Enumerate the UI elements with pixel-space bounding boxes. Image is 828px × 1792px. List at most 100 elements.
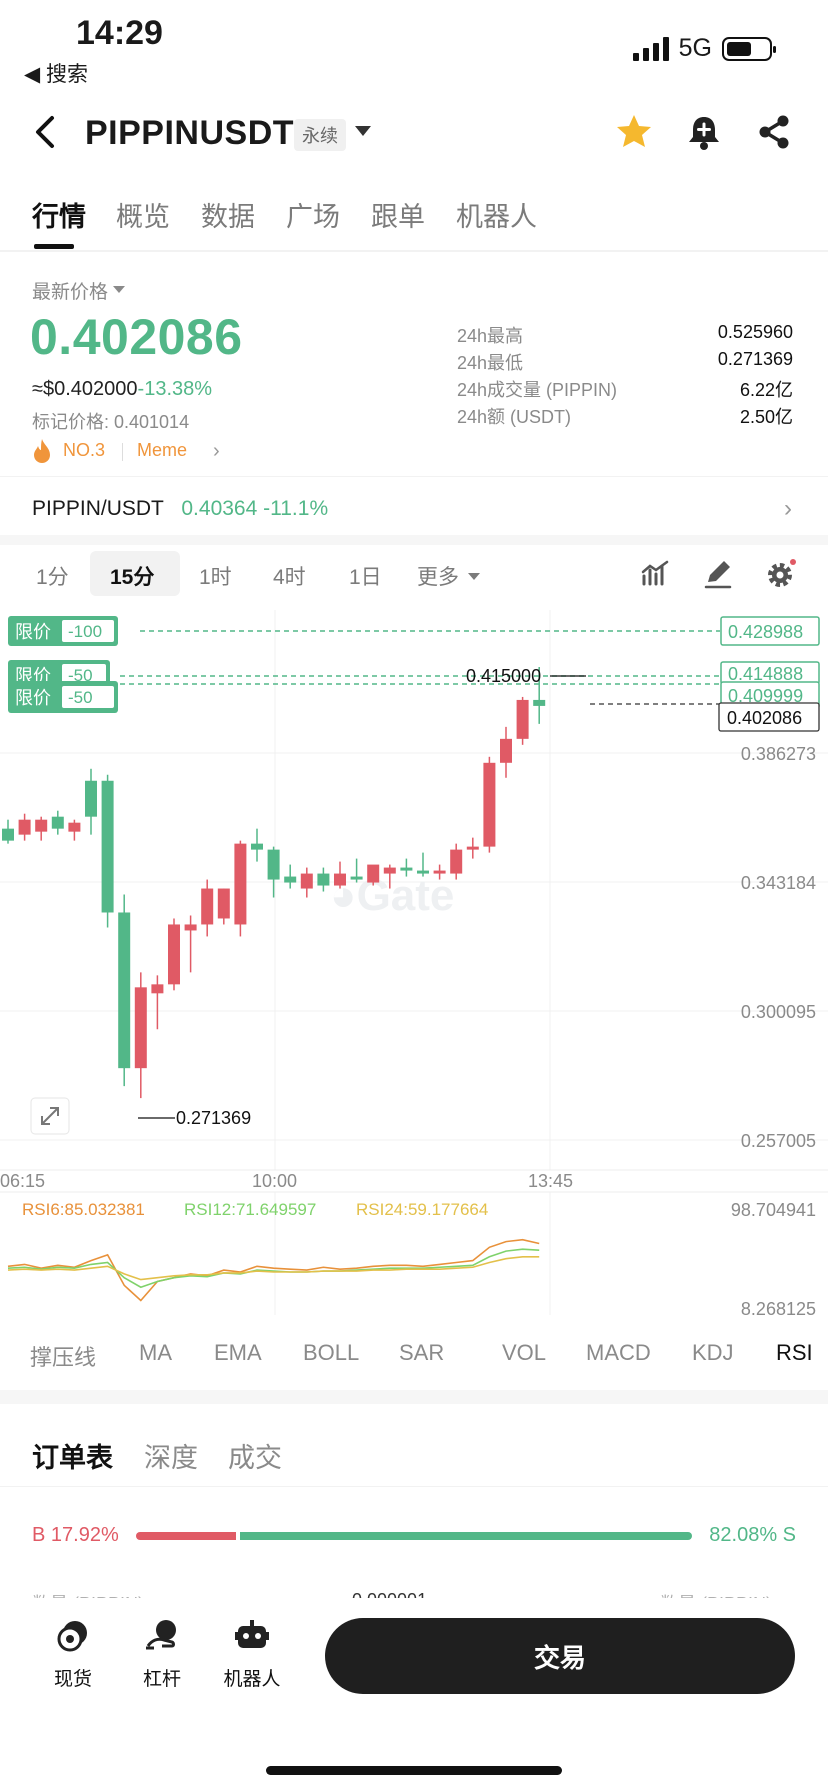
- tab-bots[interactable]: 机器人: [456, 202, 537, 232]
- indicator-support-resistance[interactable]: 撑压线: [30, 1345, 97, 1370]
- limit-order-tag[interactable]: 限价 -50: [8, 681, 118, 713]
- candle-body: [450, 849, 463, 874]
- indicator-rsi[interactable]: RSI: [776, 1340, 813, 1365]
- margin-coin-icon: [146, 1620, 176, 1650]
- tab-market[interactable]: 行情: [32, 202, 86, 232]
- nav-bots[interactable]: 机器人: [214, 1618, 290, 1691]
- candle-body: [317, 873, 330, 886]
- usd-price: ≈$0.402000: [32, 378, 138, 400]
- indicator-boll[interactable]: BOLL: [303, 1340, 360, 1365]
- chevron-down-icon[interactable]: [468, 573, 480, 580]
- share-icon[interactable]: [754, 112, 794, 152]
- sell-ratio: 82.08% S: [709, 1524, 796, 1546]
- interval-1m[interactable]: 1分: [36, 566, 69, 589]
- tab-trades[interactable]: 成交: [228, 1443, 282, 1473]
- main-tabs: 行情 概览 数据 广场 跟单 机器人: [0, 195, 828, 251]
- settings-gear-icon[interactable]: [764, 558, 796, 590]
- symbol-title[interactable]: PIPPINUSDT: [85, 114, 295, 152]
- candle-body: [68, 822, 81, 832]
- rsi-top: 98.704941: [731, 1200, 816, 1220]
- latest-price-label[interactable]: 最新价格: [32, 282, 109, 303]
- nav-label: 机器人: [223, 1669, 281, 1690]
- limit-tag-offset: -100: [68, 622, 102, 641]
- candle-body: [35, 819, 48, 832]
- y-tick: 0.386273: [741, 744, 816, 764]
- candle-body: [251, 843, 263, 850]
- candle-body: [483, 762, 496, 847]
- indicator-macd[interactable]: MACD: [586, 1340, 651, 1365]
- buy-ratio: B 17.92%: [32, 1524, 119, 1546]
- star-icon[interactable]: [614, 112, 654, 152]
- contract-type-badge: 永续: [294, 119, 346, 151]
- mark-price: 标记价格: 0.401014: [32, 412, 190, 432]
- category-tag[interactable]: Meme: [137, 440, 188, 460]
- tab-square[interactable]: 广场: [286, 202, 340, 232]
- interval-1d[interactable]: 1日: [349, 566, 382, 589]
- robot-icon: [235, 1620, 269, 1648]
- candle-body: [85, 780, 97, 817]
- trade-button[interactable]: 交易: [325, 1618, 795, 1694]
- chevron-right-icon[interactable]: ›: [784, 495, 792, 522]
- chevron-right-icon[interactable]: ›: [213, 440, 220, 462]
- stat-label: 24h最高: [457, 326, 524, 346]
- last-price-marker: 0.402086: [718, 702, 820, 732]
- indicator-sar[interactable]: SAR: [399, 1340, 445, 1365]
- draw-pen-icon[interactable]: [702, 558, 734, 590]
- section-gap: [0, 535, 828, 545]
- interval-15m[interactable]: 15分: [110, 566, 155, 589]
- indicator-ma[interactable]: MA: [139, 1340, 172, 1365]
- spot-price: 0.40364: [181, 497, 258, 520]
- limit-price: 0.414888: [728, 664, 803, 684]
- divider: [122, 443, 123, 461]
- candlestick-chart[interactable]: ◕Gate 限价 -100 限价 -50 限价 -50 0.428988 0.4…: [0, 610, 828, 1330]
- back-chevron-icon[interactable]: [28, 112, 64, 152]
- stat-value: 0.525960: [717, 322, 793, 342]
- symbol-dropdown-icon[interactable]: [355, 126, 371, 136]
- status-indicators: 5G: [632, 34, 776, 63]
- interval-more[interactable]: 更多: [417, 566, 459, 589]
- tab-overview[interactable]: 概览: [116, 202, 170, 232]
- last-price: 0.402086: [30, 309, 243, 365]
- rsi-lines: [7, 1238, 540, 1302]
- tab-order-book[interactable]: 订单表: [32, 1443, 113, 1473]
- limit-order-tag[interactable]: 限价 -100: [8, 616, 118, 646]
- x-tick: 10:00: [252, 1171, 297, 1191]
- network-type: 5G: [678, 34, 712, 62]
- indicator-ema[interactable]: EMA: [214, 1340, 262, 1365]
- limit-tag-label: 限价: [15, 622, 51, 642]
- price-type-caret-icon[interactable]: [113, 286, 125, 293]
- stat-24h-low: 24h最低 0.271369: [457, 349, 793, 375]
- candle-body: [2, 828, 14, 841]
- tab-copy-trading[interactable]: 跟单: [371, 202, 425, 232]
- nav-margin[interactable]: 杠杆: [127, 1618, 197, 1691]
- candle-body: [267, 849, 280, 880]
- tab-depth[interactable]: 深度: [144, 1443, 198, 1473]
- last-price-value: 0.402086: [727, 708, 802, 728]
- stat-value: 2.50亿: [739, 407, 793, 427]
- rank-badge[interactable]: NO.3: [63, 440, 106, 460]
- stat-label: 24h额 (USDT): [457, 407, 572, 427]
- stat-value: 6.22亿: [739, 380, 793, 400]
- nav-spot[interactable]: 现货: [38, 1618, 108, 1691]
- expand-icon[interactable]: [30, 1097, 70, 1135]
- indicator-kdj[interactable]: KDJ: [692, 1340, 734, 1365]
- candle-body: [201, 888, 214, 925]
- candle-body: [516, 699, 529, 739]
- interval-4h[interactable]: 4时: [273, 566, 306, 589]
- back-to-app[interactable]: ◀ 搜索: [24, 63, 88, 86]
- tab-data[interactable]: 数据: [201, 202, 255, 232]
- y-tick: 0.257005: [741, 1131, 816, 1151]
- interval-1h[interactable]: 1时: [199, 566, 232, 589]
- bell-plus-icon[interactable]: [684, 112, 724, 152]
- low-marker: 0.271369: [138, 1108, 251, 1128]
- spot-pair-link[interactable]: PIPPIN/USDT 0.40364 -11.1%: [32, 497, 328, 521]
- candle-body: [466, 846, 479, 850]
- limit-order-price: 0.414888: [720, 661, 820, 685]
- nav-label: 现货: [53, 1669, 92, 1690]
- indicator-vol[interactable]: VOL: [502, 1340, 547, 1365]
- active-tab-indicator: [34, 244, 74, 249]
- y-tick: 0.300095: [741, 1002, 816, 1022]
- nav-label: 杠杆: [142, 1669, 181, 1690]
- divider: [0, 1486, 828, 1487]
- indicator-icon[interactable]: [640, 558, 672, 590]
